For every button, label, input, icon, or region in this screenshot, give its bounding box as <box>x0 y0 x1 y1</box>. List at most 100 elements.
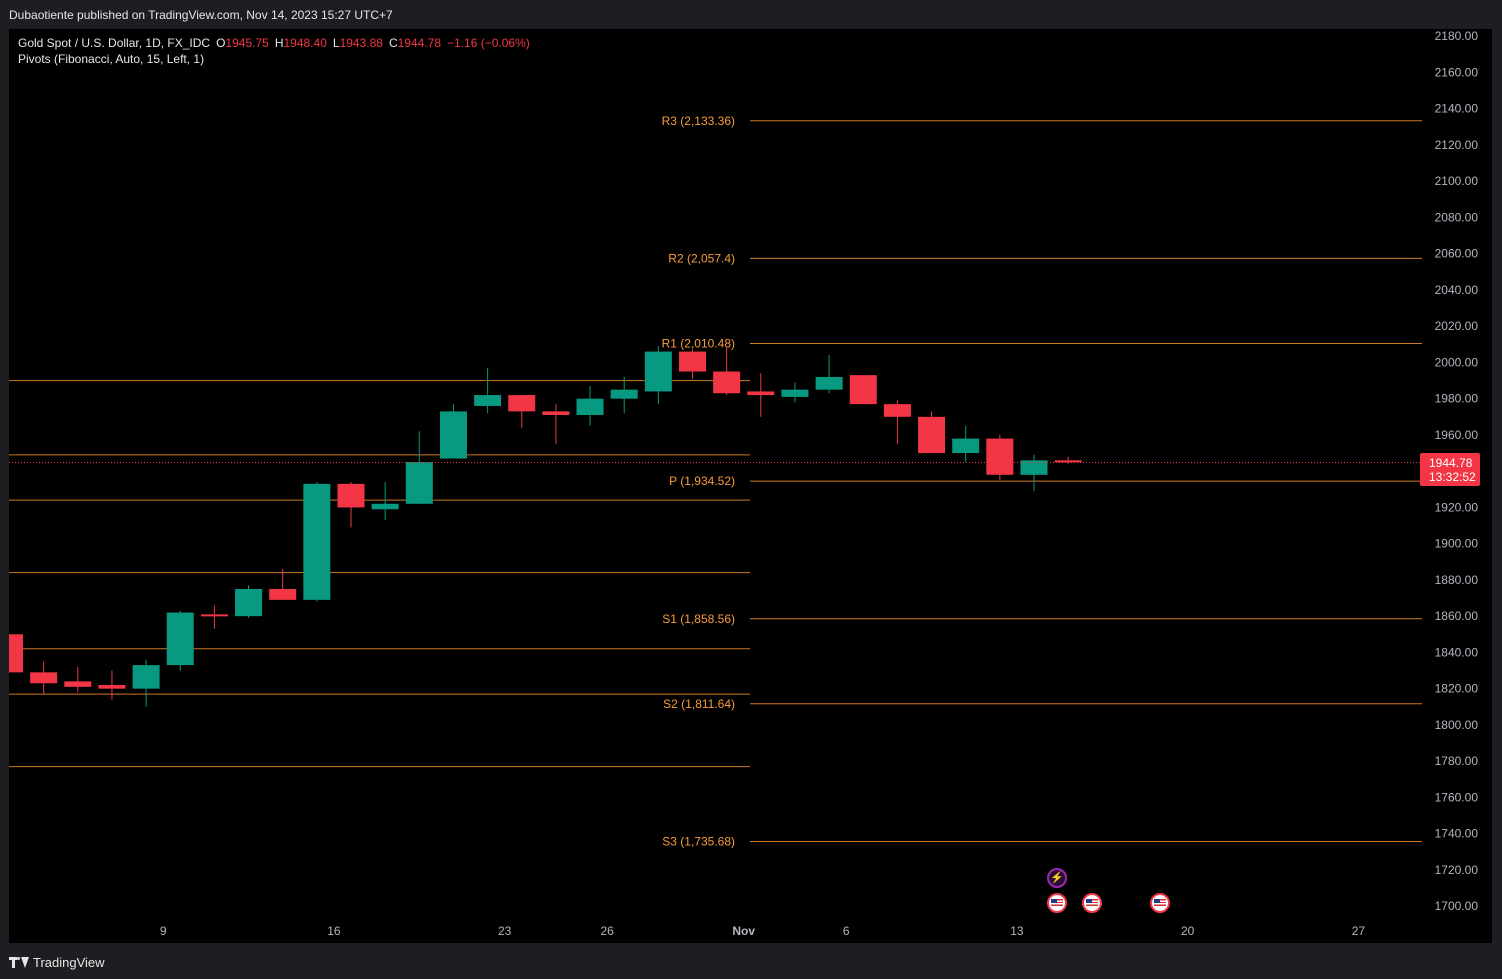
y-axis-tick-label: 2140.00 <box>1435 102 1479 116</box>
x-axis-tick-label: 20 <box>1181 924 1195 938</box>
y-axis-tick-label: 1920.00 <box>1435 500 1479 514</box>
candle-body <box>781 389 809 397</box>
low-label: L <box>332 36 340 50</box>
candle-body <box>303 483 331 600</box>
flash-event-icon[interactable]: ⚡ <box>1047 868 1067 888</box>
pivot-label: S1 (1,858.56) <box>662 612 735 626</box>
candle-body <box>849 375 877 405</box>
candle-body <box>713 371 741 394</box>
candle-body <box>1054 460 1082 463</box>
candle-body <box>952 438 980 454</box>
x-axis-tick-label: 26 <box>600 924 614 938</box>
us-flag-event-icon[interactable] <box>1047 893 1067 913</box>
indicator-name[interactable]: Pivots (Fibonacci, Auto, 15, Left, 1) <box>18 52 205 66</box>
tradingview-brand[interactable]: TradingView <box>9 955 105 970</box>
candle-body <box>337 483 365 508</box>
y-axis-tick-label: 2120.00 <box>1435 138 1479 152</box>
x-axis-tick-label: 13 <box>1010 924 1024 938</box>
y-axis-tick-label: 1900.00 <box>1435 537 1479 551</box>
footer-bar: TradingView <box>0 943 1502 979</box>
bar-countdown: 13:32:52 <box>1429 470 1476 484</box>
y-axis-tick-label: 1980.00 <box>1435 392 1479 406</box>
candle-body <box>679 351 706 372</box>
candle-body <box>576 398 604 416</box>
candle-body <box>235 588 263 617</box>
y-axis-tick-label: 1720.00 <box>1435 863 1479 877</box>
pivot-label: S2 (1,811.64) <box>663 697 735 711</box>
candle-body <box>815 376 843 390</box>
close-label: C <box>388 36 398 50</box>
candle-body <box>132 665 160 689</box>
y-axis-tick-label: 1700.00 <box>1435 899 1479 913</box>
legend-ohlc-row: Gold Spot / U.S. Dollar, 1D, FX_IDC O1945… <box>18 35 530 51</box>
candle-body <box>1020 460 1048 475</box>
x-axis-tick-label: 16 <box>327 924 341 938</box>
high-label: H <box>274 36 284 50</box>
pivot-label: R1 (2,010.48) <box>662 336 735 350</box>
last-price-tag: 1944.78 13:32:52 <box>1420 453 1480 486</box>
y-axis-tick-label: 1960.00 <box>1435 428 1479 442</box>
y-axis-tick-label: 2100.00 <box>1435 174 1479 188</box>
publisher-text: Dubaotiente published on TradingView.com… <box>9 8 393 22</box>
y-axis-tick-label: 2020.00 <box>1435 319 1479 333</box>
candle-body <box>508 395 536 412</box>
pivot-label: R3 (2,133.36) <box>662 114 735 128</box>
last-price-value: 1944.78 <box>1429 456 1473 470</box>
candle-body <box>747 391 775 396</box>
publisher-bar: Dubaotiente published on TradingView.com… <box>0 0 1502 30</box>
price-chart[interactable]: R3 (2,133.36) R2 (2,057.4) R1 (2,010.48) P … <box>9 29 1492 943</box>
low-value: 1943.88 <box>339 36 383 50</box>
candle-body <box>98 685 126 689</box>
candle-body <box>610 389 638 399</box>
y-axis-tick-label: 1780.00 <box>1435 754 1479 768</box>
candle-body <box>542 411 570 416</box>
open-value: 1945.75 <box>225 36 269 50</box>
candle-body <box>200 614 228 617</box>
candle-body <box>30 672 58 684</box>
x-axis-tick-label: 9 <box>160 924 167 938</box>
y-axis-tick-label: 2080.00 <box>1435 210 1479 224</box>
y-axis-tick-label: 1860.00 <box>1435 609 1479 623</box>
candle-body <box>883 404 911 417</box>
high-value: 1948.40 <box>283 36 327 50</box>
candle-body <box>405 462 433 504</box>
pivot-label: S3 (1,735.68) <box>662 834 735 848</box>
candle-body <box>269 588 297 600</box>
candle-body <box>166 612 194 666</box>
x-axis-tick-label: 6 <box>843 924 850 938</box>
symbol-name[interactable]: Gold Spot / U.S. Dollar, 1D, FX_IDC <box>18 36 211 50</box>
y-axis-tick-label: 1840.00 <box>1435 645 1479 659</box>
candle-body <box>64 681 92 687</box>
y-axis-tick-label: 2040.00 <box>1435 283 1479 297</box>
x-axis-tick-label: 23 <box>498 924 512 938</box>
tradingview-logo-icon <box>9 957 29 968</box>
candle-body <box>474 395 502 406</box>
pivot-label: R2 (2,057.4) <box>668 251 735 265</box>
candle-body <box>371 503 399 510</box>
us-flag-event-icon[interactable] <box>1150 893 1170 913</box>
y-axis-tick-label: 1820.00 <box>1435 682 1479 696</box>
chart-panel[interactable]: R3 (2,133.36) R2 (2,057.4) R1 (2,010.48) P … <box>9 29 1492 943</box>
candle-body <box>918 416 946 454</box>
change-value: −1.16 (−0.06%) <box>447 36 530 50</box>
close-value: 1944.78 <box>397 36 442 50</box>
candle-body <box>986 438 1014 475</box>
us-flag-event-icon[interactable] <box>1082 893 1102 913</box>
y-axis-tick-label: 1760.00 <box>1435 790 1479 804</box>
y-axis-tick-label: 1880.00 <box>1435 573 1479 587</box>
candle-body <box>439 411 467 459</box>
pivot-label: P (1,934.52) <box>669 474 735 488</box>
brand-name: TradingView <box>33 955 105 970</box>
x-axis-tick-label: 27 <box>1352 924 1366 938</box>
y-axis-tick-label: 2160.00 <box>1435 65 1479 79</box>
y-axis-tick-label: 2060.00 <box>1435 247 1479 261</box>
x-axis-tick-label: Nov <box>732 924 755 938</box>
y-axis-tick-label: 2000.00 <box>1435 355 1479 369</box>
open-label: O <box>216 36 226 50</box>
candle-body <box>644 351 672 392</box>
y-axis-tick-label: 1740.00 <box>1435 827 1479 841</box>
y-axis-tick-label: 1800.00 <box>1435 718 1479 732</box>
candle-body <box>9 634 23 673</box>
y-axis-tick-label: 2180.00 <box>1435 29 1479 43</box>
chart-legend: Gold Spot / U.S. Dollar, 1D, FX_IDC O1945… <box>18 35 530 67</box>
